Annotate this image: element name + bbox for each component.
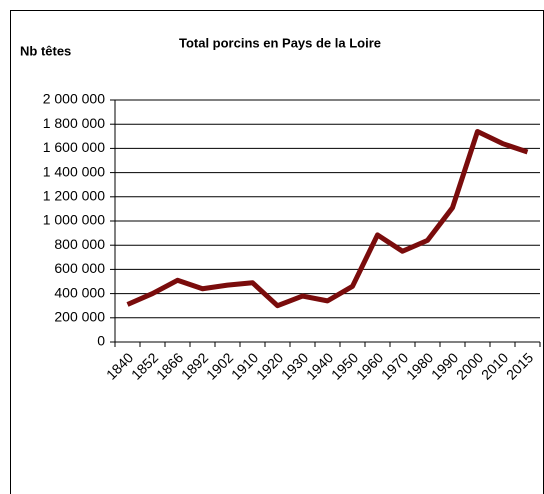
x-tick-label: 1970 bbox=[378, 349, 411, 382]
x-tick-label: 1910 bbox=[228, 349, 261, 382]
y-tick-label: 2 000 000 bbox=[43, 91, 105, 107]
x-tick-label: 2000 bbox=[453, 349, 486, 382]
x-tick-label: 1840 bbox=[103, 349, 136, 382]
x-tick-label: 1990 bbox=[428, 349, 461, 382]
x-tick-label: 1892 bbox=[178, 349, 211, 382]
x-tick-label: 2015 bbox=[503, 349, 536, 382]
x-tick-label: 1902 bbox=[203, 349, 236, 382]
x-tick-label: 1950 bbox=[328, 349, 361, 382]
y-tick-label: 1 600 000 bbox=[43, 139, 105, 155]
y-tick-label: 600 000 bbox=[54, 260, 105, 276]
x-tick-label: 1940 bbox=[303, 349, 336, 382]
y-tick-label: 1 200 000 bbox=[43, 188, 105, 204]
chart-frame bbox=[10, 10, 544, 494]
x-tick-label: 2010 bbox=[478, 349, 511, 382]
y-tick-label: 800 000 bbox=[54, 236, 105, 252]
x-tick-label: 1920 bbox=[253, 349, 286, 382]
y-tick-label: 1 400 000 bbox=[43, 163, 105, 179]
chart-title: Total porcins en Pays de la Loire bbox=[179, 35, 381, 50]
y-tick-label: 400 000 bbox=[54, 284, 105, 300]
y-tick-label: 0 bbox=[97, 333, 105, 349]
x-tick-label: 1852 bbox=[128, 349, 161, 382]
x-tick-label: 1930 bbox=[278, 349, 311, 382]
data-line bbox=[126, 128, 529, 309]
y-tick-label: 1 000 000 bbox=[43, 212, 105, 228]
y-tick-label: 200 000 bbox=[54, 309, 105, 325]
y-axis-title: Nb têtes bbox=[20, 43, 71, 58]
x-tick-label: 1866 bbox=[153, 349, 186, 382]
y-tick-label: 1 800 000 bbox=[43, 115, 105, 131]
x-tick-label: 1980 bbox=[403, 349, 436, 382]
x-tick-label: 1960 bbox=[353, 349, 386, 382]
